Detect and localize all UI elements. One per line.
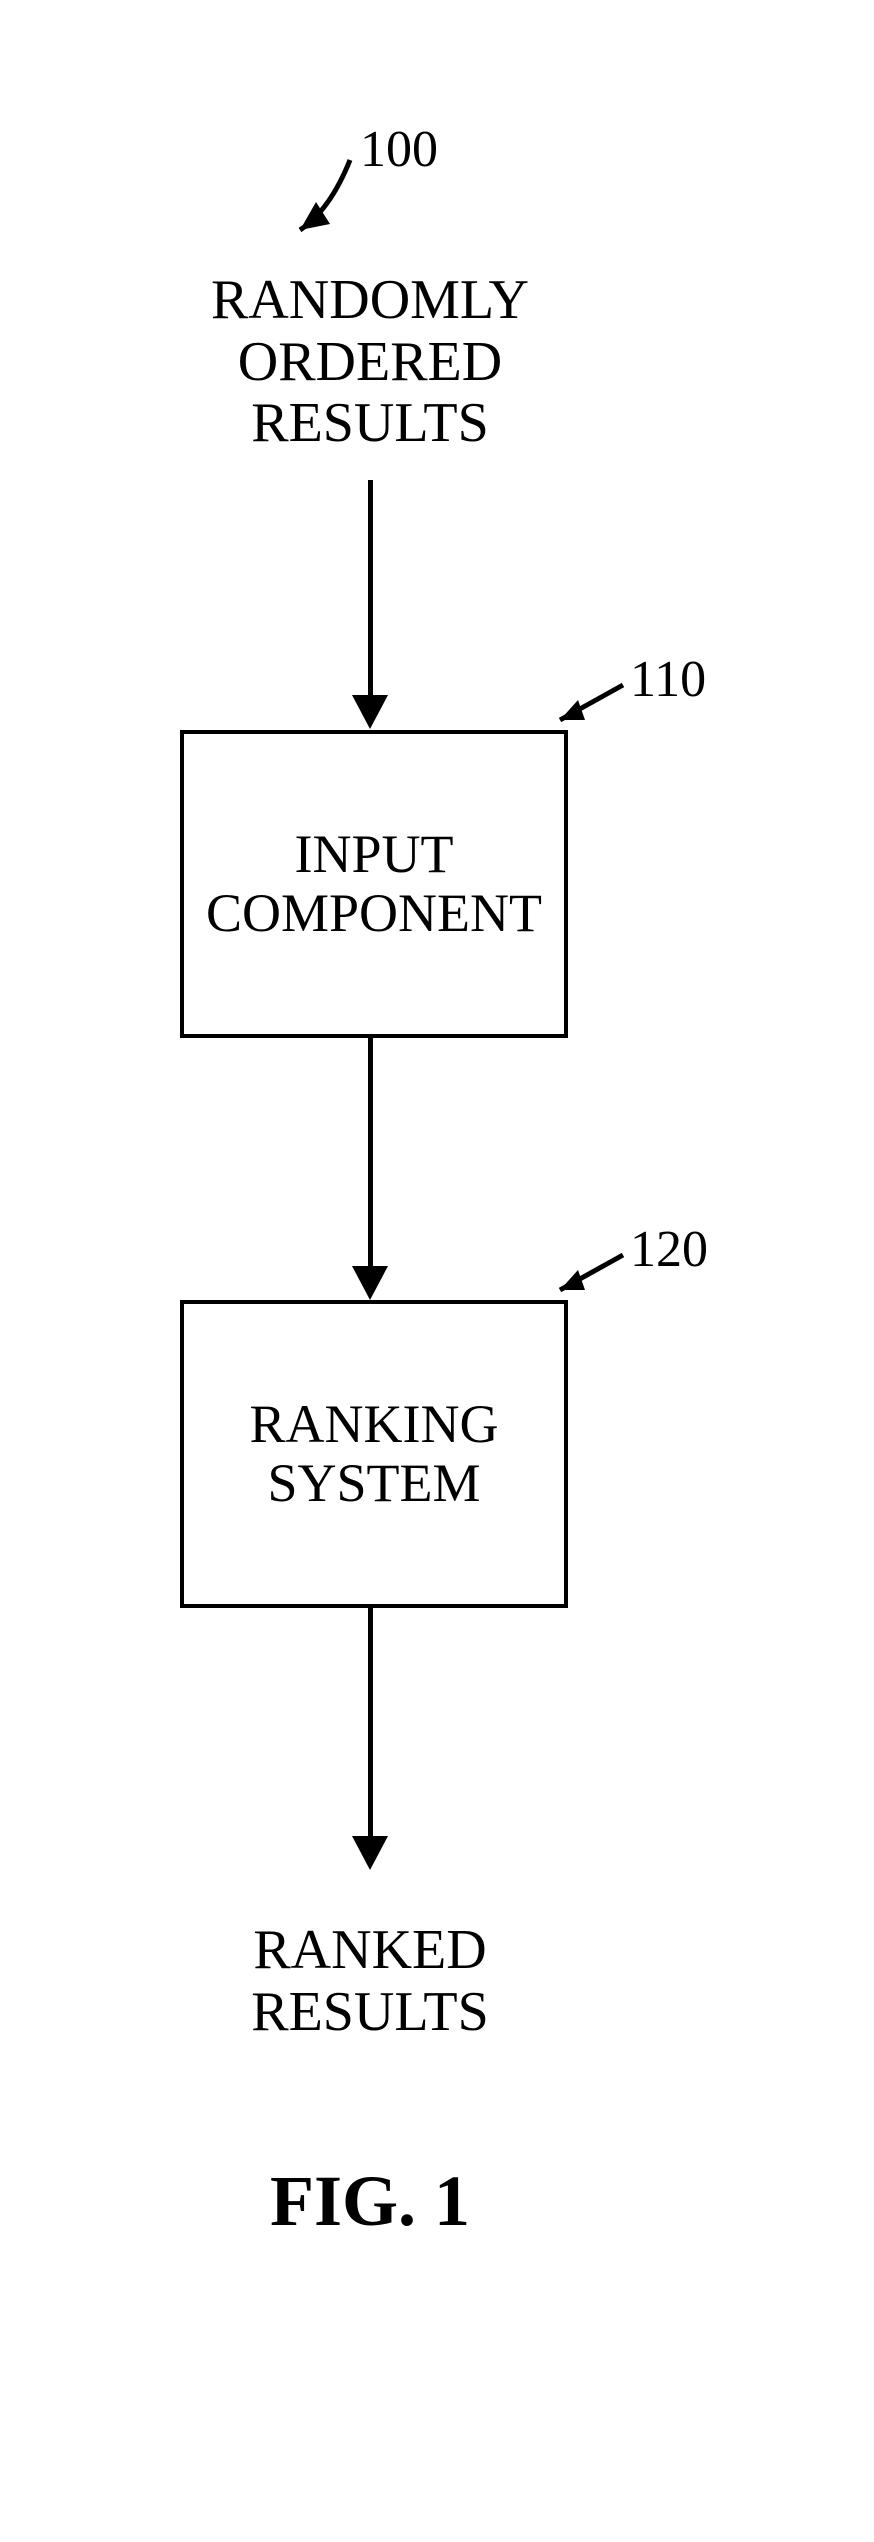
output-text: RANKED RESULTS: [240, 1920, 500, 2043]
figure-page: 100 RANDOMLY ORDERED RESULTS INPUT COMPO…: [0, 0, 874, 2542]
figure-caption: FIG. 1: [270, 2160, 470, 2243]
arrow-3-shaft: [368, 1604, 373, 1836]
ref-label-120: 120: [630, 1220, 708, 1279]
arrow-3-head: [352, 1836, 388, 1870]
